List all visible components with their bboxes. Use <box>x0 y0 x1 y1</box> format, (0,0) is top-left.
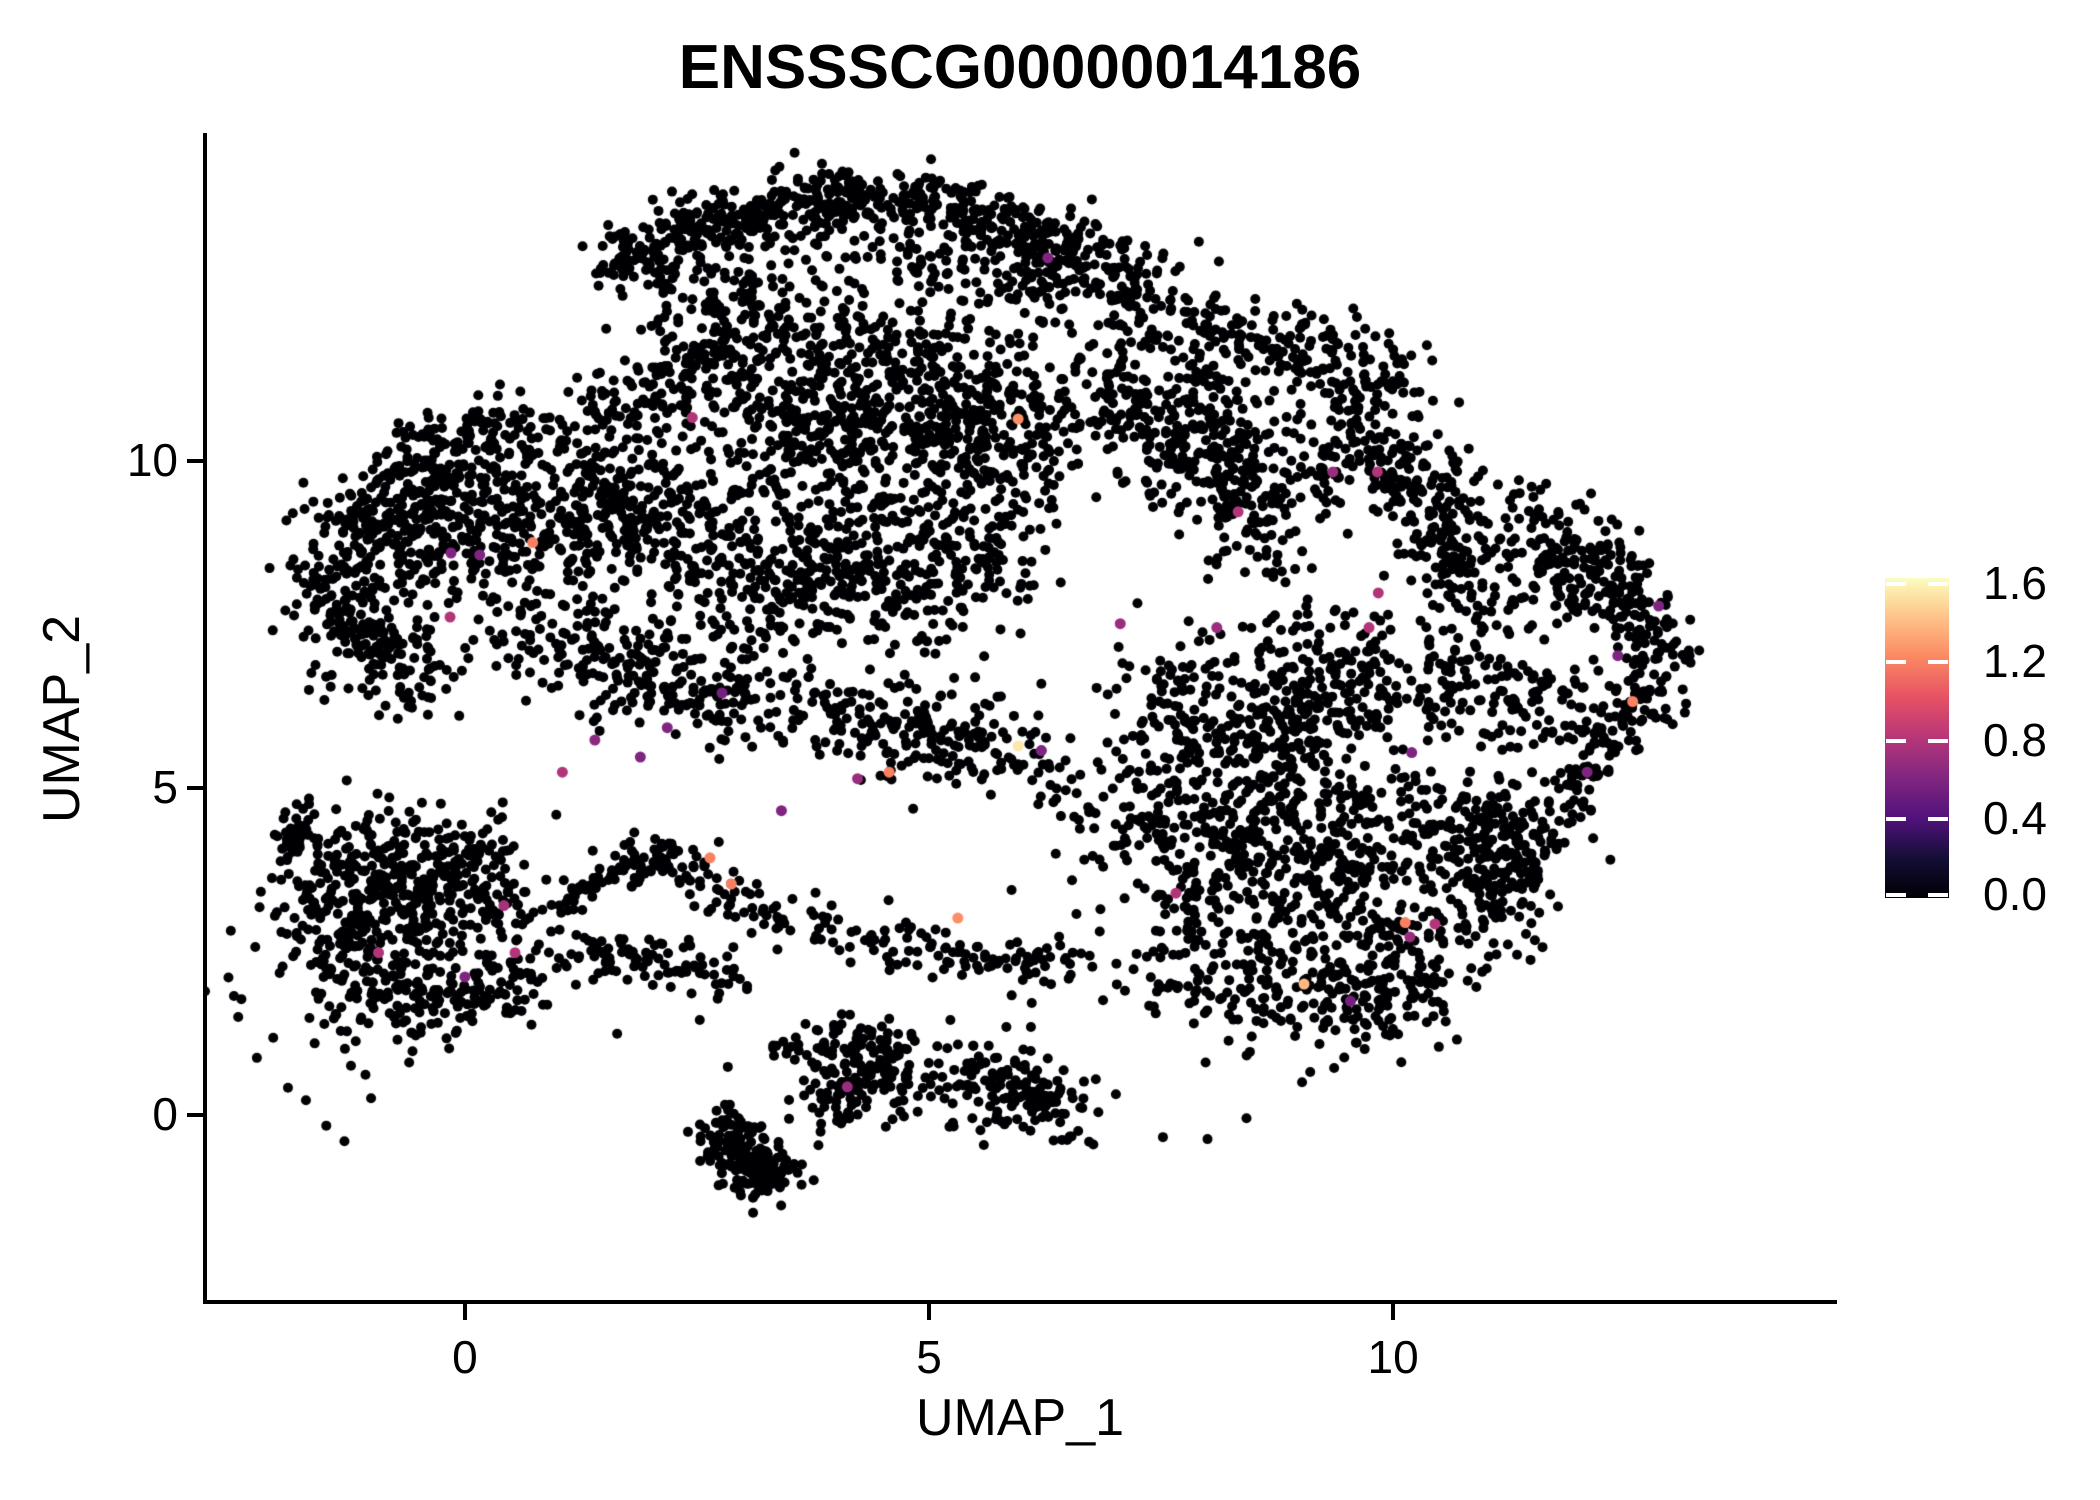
legend-tick-mark <box>1886 893 1906 897</box>
legend-tick-label: 0.0 <box>1983 868 2047 920</box>
legend-colorbar <box>1885 578 1949 898</box>
y-axis-tick <box>187 785 203 790</box>
x-tick-label: 5 <box>916 1331 942 1383</box>
legend-tick-mark <box>1928 660 1948 665</box>
legend-tick-mark <box>1886 581 1906 586</box>
y-tick-label: 10 <box>126 433 178 486</box>
legend-tick-label: 0.8 <box>1983 713 2047 766</box>
y-axis-tick <box>187 1112 203 1117</box>
x-axis-tick <box>462 1304 467 1320</box>
y-axis-line <box>203 133 207 1304</box>
legend-tick-mark <box>1886 738 1906 743</box>
legend-tick-label: 1.6 <box>1983 556 2047 609</box>
legend-tick-mark <box>1928 817 1948 822</box>
legend-tick-label: 0.4 <box>1983 792 2047 845</box>
page-title: ENSSSCG00000014186 <box>678 33 1362 102</box>
x-tick-label: 0 <box>452 1331 478 1383</box>
x-axis-line <box>203 1300 1837 1304</box>
legend-tick-mark <box>1928 738 1948 743</box>
x-axis-tick <box>927 1304 932 1320</box>
x-axis-title: UMAP_1 <box>915 1389 1125 1447</box>
legend-tick-mark <box>1928 581 1948 586</box>
legend-tick-mark <box>1886 817 1906 822</box>
y-tick-label: 0 <box>152 1087 178 1140</box>
y-axis-tick <box>187 458 203 463</box>
legend-tick-mark <box>1886 660 1906 665</box>
legend-tick-label: 1.2 <box>1983 635 2047 688</box>
x-axis-tick <box>1391 1304 1396 1320</box>
y-tick-label: 5 <box>152 760 178 813</box>
legend-tick-mark <box>1928 893 1948 897</box>
x-tick-label: 10 <box>1367 1331 1419 1383</box>
y-axis-title: UMAP_2 <box>33 614 91 824</box>
